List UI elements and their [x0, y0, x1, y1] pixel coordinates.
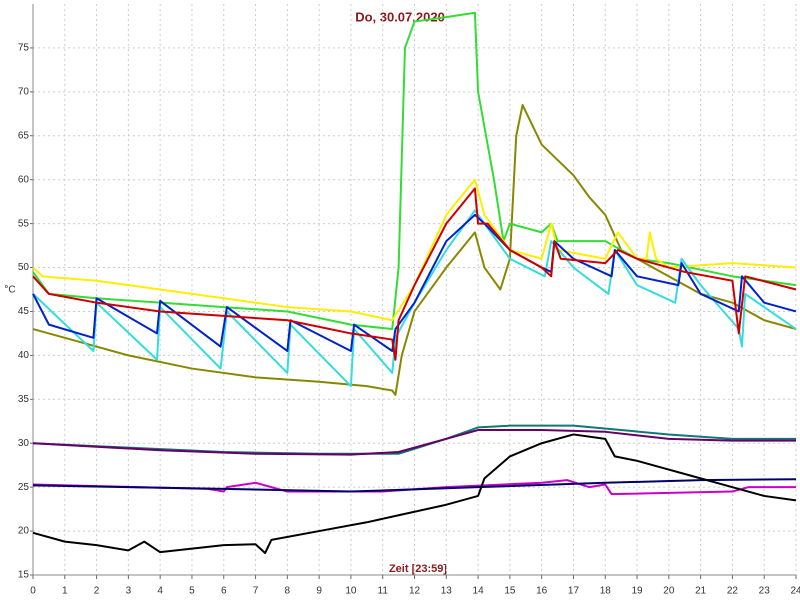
y-tick-label: 40 [18, 350, 30, 361]
x-tick-label: 13 [441, 586, 453, 597]
x-axis-label: Zeit [23:59] [389, 563, 447, 575]
x-tick-label: 7 [253, 586, 259, 597]
y-tick-label: 60 [18, 174, 30, 185]
line-series [32, 209, 797, 388]
line-series [32, 478, 797, 493]
x-tick-label: 22 [727, 586, 739, 597]
x-tick-label: 2 [94, 586, 100, 597]
y-tick-label: 25 [18, 482, 30, 493]
y-tick-label: 75 [18, 43, 30, 54]
x-tick-label: 12 [409, 586, 421, 597]
line-series [32, 429, 796, 456]
y-tick-label: 65 [18, 130, 30, 141]
x-tick-label: 20 [663, 586, 675, 597]
x-tick-label: 0 [30, 586, 36, 597]
x-tick-label: 21 [695, 586, 707, 597]
line-series [32, 104, 797, 396]
x-tick-label: 8 [285, 586, 291, 597]
y-axis-label: °C [4, 285, 15, 296]
x-tick-label: 18 [600, 586, 612, 597]
chart-title: Do, 30.07.2020 [355, 9, 445, 24]
y-tick-label: 35 [18, 394, 30, 405]
line-series [32, 187, 797, 361]
y-tick-label: 30 [18, 438, 30, 449]
x-tick-label: 19 [631, 586, 643, 597]
line-series [32, 433, 797, 555]
x-tick-label: 23 [759, 586, 771, 597]
x-tick-label: 10 [345, 586, 357, 597]
x-tick-label: 24 [790, 586, 800, 597]
y-tick-label: 20 [18, 526, 30, 537]
line-series [32, 11, 797, 331]
x-tick-label: 3 [126, 586, 132, 597]
y-tick-label: 55 [18, 218, 30, 229]
x-tick-label: 9 [316, 586, 322, 597]
x-tick-label: 6 [221, 586, 227, 597]
x-tick-label: 16 [536, 586, 548, 597]
x-tick-label: 15 [504, 586, 516, 597]
x-tick-label: 5 [189, 586, 195, 597]
y-tick-label: 15 [18, 570, 30, 581]
x-tick-label: 11 [378, 586, 389, 597]
y-tick-label: 50 [18, 262, 30, 273]
y-tick-label: 45 [18, 306, 30, 317]
x-tick-label: 4 [157, 586, 163, 597]
x-tick-label: 14 [473, 586, 485, 597]
y-tick-label: 70 [18, 86, 30, 97]
x-tick-label: 17 [568, 586, 580, 597]
x-tick-label: 1 [62, 586, 68, 597]
